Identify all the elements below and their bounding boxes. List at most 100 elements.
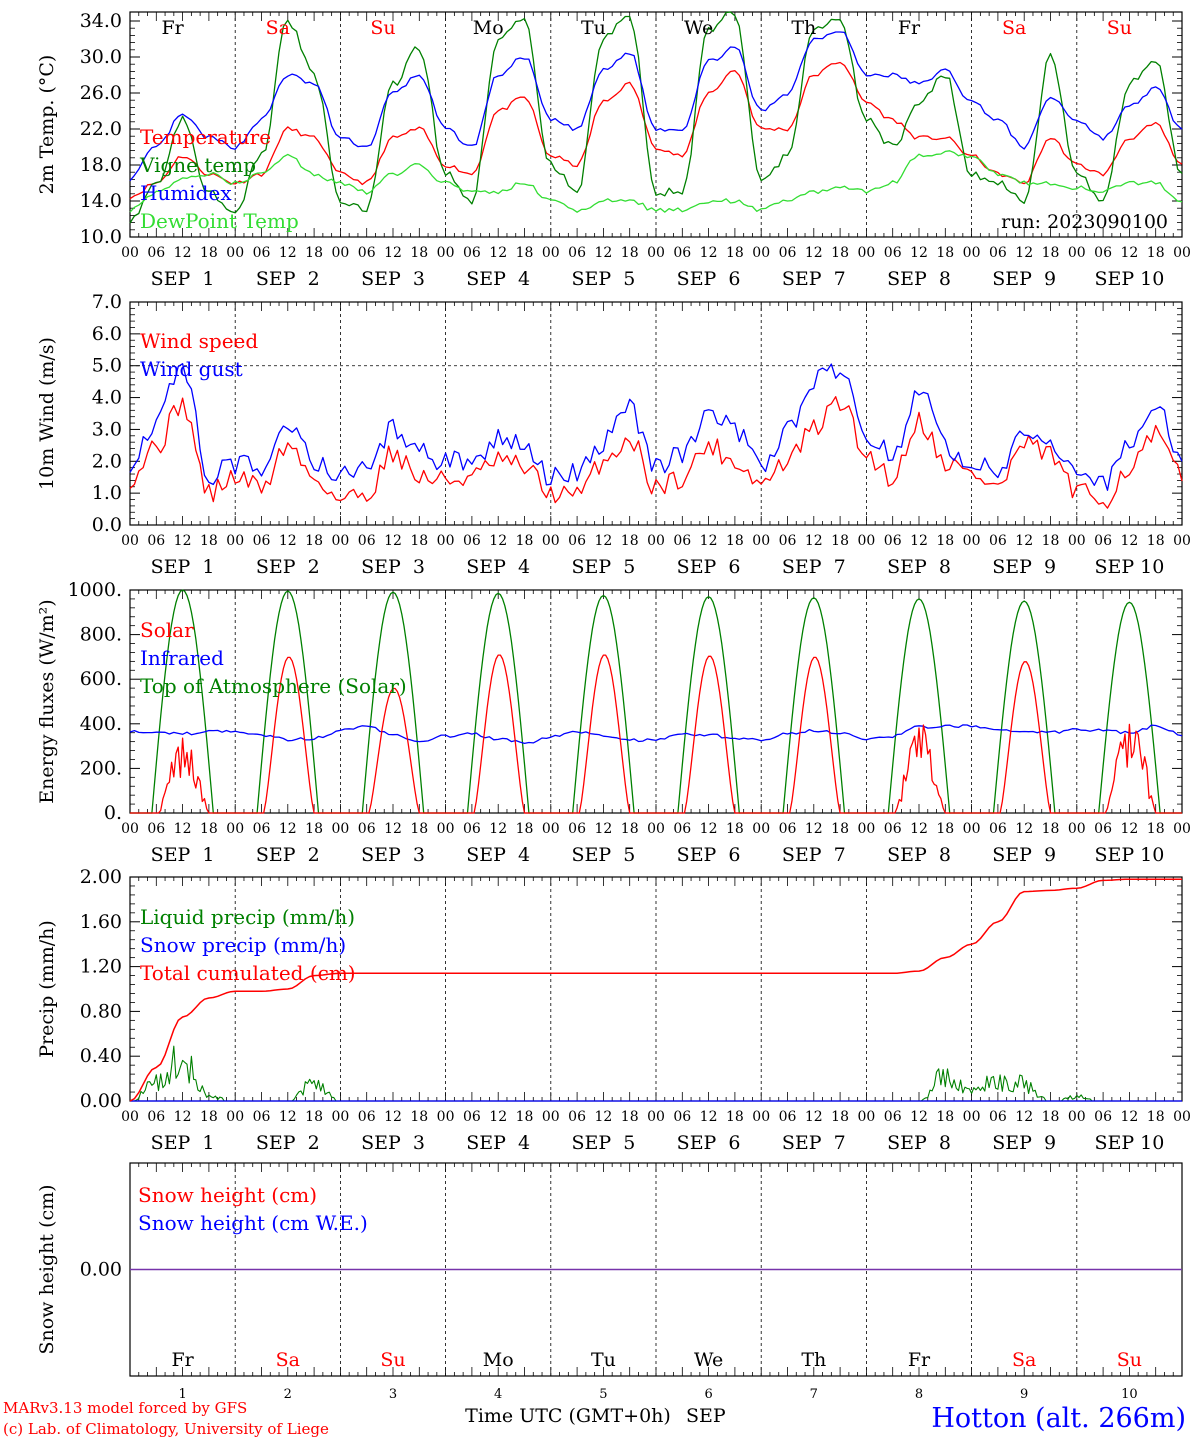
x-hour-label: 00 (1173, 1109, 1191, 1125)
legend-entry-red: Snow height (cm) (138, 1183, 317, 1207)
panel-1-y-axis: 10.0 14.0 18.0 22.0 26.0 30.0 34.0 2m Temp. (°C… (36, 10, 1182, 248)
x-hour-label: 12 (805, 533, 823, 549)
x-hour-label: 12 (279, 1109, 297, 1125)
x-hour-label: 00 (121, 821, 139, 837)
x-hour-label: 06 (1094, 245, 1112, 261)
x-date-label: SEP 2 (256, 844, 320, 866)
x-hour-label: 06 (989, 533, 1007, 549)
x-hour-label: 06 (463, 1109, 481, 1125)
x-hour-label: 12 (700, 1109, 718, 1125)
x-date-label: SEP 8 (887, 1132, 951, 1154)
x-hour-label: 12 (1015, 533, 1033, 549)
x-date-label: SEP 4 (466, 844, 530, 866)
x-hour-label: 12 (910, 245, 928, 261)
day-number-label: 10 (1121, 1387, 1138, 1402)
x-date-label: SEP 5 (571, 844, 635, 866)
x-hour-label: 06 (884, 245, 902, 261)
x-hour-label: 00 (752, 245, 770, 261)
series-line-blue (129, 363, 1183, 491)
x-hour-label: 18 (305, 245, 323, 261)
y-axis-label: Energy fluxes (W/m²) (36, 599, 58, 803)
x-hour-label: 18 (200, 245, 218, 261)
day-number-label: 1 (178, 1387, 186, 1402)
legend-entry-blue: Wind gust (140, 357, 243, 381)
y-tick-label: 18.0 (80, 154, 122, 176)
x-hour-label: 00 (1068, 533, 1086, 549)
x-hour-label: 18 (305, 821, 323, 837)
x-hour-label: 06 (253, 533, 271, 549)
x-hour-label: 00 (437, 1109, 455, 1125)
x-hour-label: 00 (226, 533, 244, 549)
x-hour-label: 00 (963, 821, 981, 837)
x-date-label: SEP 2 (256, 1132, 320, 1154)
x-date-label: SEP 10 (1094, 556, 1164, 578)
day-number-label: 5 (599, 1387, 607, 1402)
x-hour-label: 18 (831, 533, 849, 549)
day-number-label: 6 (704, 1387, 712, 1402)
x-hour-label: 18 (831, 1109, 849, 1125)
x-hour-label: 00 (857, 245, 875, 261)
x-hour-label: 18 (1042, 245, 1060, 261)
day-number-label: 9 (1020, 1387, 1028, 1402)
y-tick-label: 0.80 (80, 1000, 122, 1022)
x-hour-label: 06 (1094, 1109, 1112, 1125)
x-hour-label: 06 (989, 821, 1007, 837)
y-axis-label: 10m Wind (m/s) (36, 337, 58, 490)
panel-1-frame (129, 11, 1183, 238)
x-hour-label: 00 (331, 245, 349, 261)
x-date-label: SEP 9 (992, 844, 1056, 866)
panel-4-x-labels: 00 06 12 18 SEP 1 00 06 12 18 SEP 2 00 06 12 18 SEP 3 0… (121, 1109, 1191, 1154)
y-tick-label: 0. (104, 802, 122, 824)
weekday-label: Mo (473, 17, 504, 39)
legend-entry-blue: Humidex (140, 181, 232, 205)
x-hour-label: 12 (1015, 1109, 1033, 1125)
legend-entry-red: Temperature (140, 125, 271, 149)
x-date-label: SEP 10 (1094, 268, 1164, 290)
x-hour-label: 06 (147, 1109, 165, 1125)
x-hour-label: 12 (594, 1109, 612, 1125)
y-tick-label: 34.0 (80, 10, 122, 32)
y-tick-label: 200. (80, 757, 122, 779)
x-date-label: SEP 4 (466, 1132, 530, 1154)
x-date-label: SEP 8 (887, 268, 951, 290)
x-hour-label: 12 (1120, 1109, 1138, 1125)
series-line-green (129, 11, 1183, 224)
x-hour-label: 06 (463, 533, 481, 549)
x-hour-label: 06 (673, 533, 691, 549)
x-hour-label: 12 (174, 245, 192, 261)
panel-3-y-axis: 0. 200. 400. 600. 800. 1000. Energy fluxes (W/… (36, 579, 1182, 824)
x-hour-label: 18 (726, 821, 744, 837)
x-hour-label: 18 (1147, 245, 1165, 261)
weekday-label: Tu (591, 1349, 616, 1371)
x-hour-label: 18 (516, 1109, 534, 1125)
x-hour-label: 00 (226, 821, 244, 837)
x-hour-label: 12 (489, 245, 507, 261)
x-hour-label: 18 (1147, 821, 1165, 837)
month-label: SEP (686, 1405, 726, 1427)
x-hour-label: 06 (253, 821, 271, 837)
x-hour-label: 06 (989, 245, 1007, 261)
x-hour-label: 18 (200, 533, 218, 549)
x-hour-label: 12 (489, 821, 507, 837)
x-hour-label: 00 (121, 245, 139, 261)
x-hour-label: 12 (910, 821, 928, 837)
weekday-label: Sa (1012, 1349, 1036, 1371)
x-date-label: SEP 5 (571, 556, 635, 578)
day-number-label: 7 (810, 1387, 818, 1402)
x-hour-label: 00 (1173, 821, 1191, 837)
legend-entry-blue: Snow precip (mm/h) (140, 933, 346, 957)
legend-entry-red: Wind speed (140, 329, 258, 353)
x-hour-label: 00 (542, 1109, 560, 1125)
x-hour-label: 18 (726, 245, 744, 261)
x-date-label: SEP 8 (887, 844, 951, 866)
y-tick-label: 1.0 (92, 482, 122, 504)
x-hour-label: 06 (884, 1109, 902, 1125)
weekday-label: Fr (898, 17, 921, 39)
y-tick-label: 1.60 (80, 911, 122, 933)
x-hour-label: 00 (1173, 245, 1191, 261)
x-date-label: SEP 9 (992, 556, 1056, 578)
y-tick-label: 0.0 (92, 514, 122, 536)
y-tick-label: 6.0 (92, 323, 122, 345)
panel-4-legend: Liquid precip (mm/h) Snow precip (mm/h) To… (140, 905, 356, 985)
x-hour-label: 18 (410, 533, 428, 549)
